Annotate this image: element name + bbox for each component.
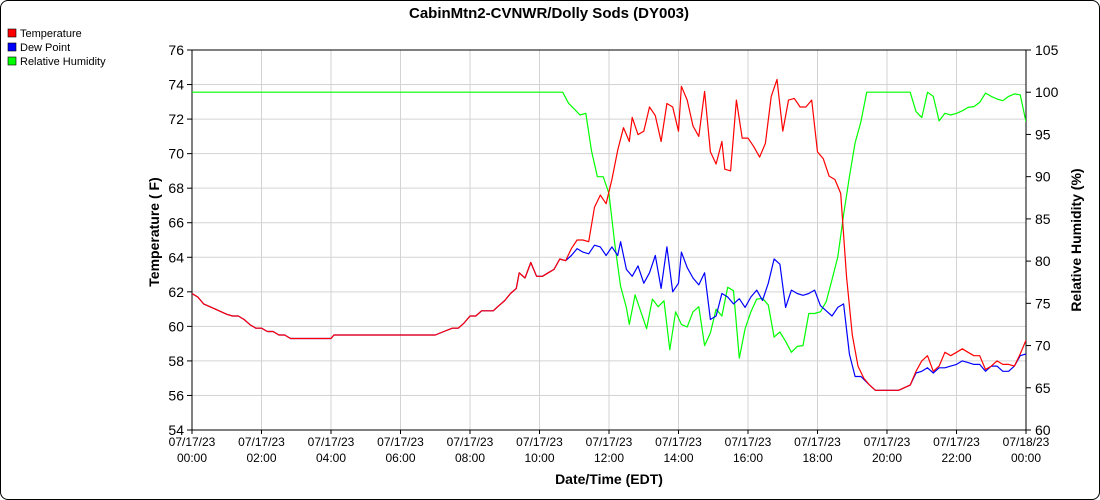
x-tick-date: 07/17/23 — [655, 435, 702, 449]
y2-tick-label: 75 — [1035, 295, 1051, 311]
grid — [191, 49, 1027, 431]
y-tick-label: 60 — [168, 318, 184, 334]
x-tick-date: 07/17/23 — [933, 435, 980, 449]
legend-swatch — [7, 56, 17, 66]
y-tick-label: 72 — [168, 111, 184, 127]
y-tick-label: 66 — [168, 215, 184, 231]
x-tick-time: 06:00 — [385, 451, 415, 465]
y-tick-label: 54 — [168, 422, 184, 438]
x-tick-date: 07/17/23 — [377, 435, 424, 449]
x-tick-date: 07/17/23 — [447, 435, 494, 449]
y-tick-label: 64 — [168, 249, 184, 265]
chart-title: CabinMtn2-CVNWR/Dolly Sods (DY003) — [409, 5, 689, 22]
y2-tick-label: 105 — [1035, 42, 1059, 58]
x-axis-label: Date/Time (EDT) — [555, 471, 663, 487]
series-line-relative-humidity — [192, 91, 1026, 359]
y2-axis-label: Relative Humidity (%) — [1068, 168, 1084, 311]
series-layer — [192, 78, 1026, 391]
x-tick-date: 07/17/23 — [169, 435, 216, 449]
x-tick-time: 18:00 — [802, 451, 832, 465]
x-tick-time: 08:00 — [455, 451, 485, 465]
x-axis: 07/17/23 00:00 07/17/23 02:00 07/17/23 04:00 0… — [169, 430, 1050, 465]
x-tick-time: 10:00 — [524, 451, 554, 465]
x-tick-date: 07/17/23 — [516, 435, 563, 449]
y2-tick-label: 100 — [1035, 84, 1059, 100]
y2-tick-label: 60 — [1035, 422, 1051, 438]
legend-label: Temperature — [20, 28, 82, 40]
y-tick-label: 70 — [168, 146, 184, 162]
x-tick-date: 07/17/23 — [238, 435, 285, 449]
y-axis-label: Temperature ( F) — [146, 177, 162, 286]
y-tick-label: 56 — [168, 387, 184, 403]
y2-tick-label: 65 — [1035, 380, 1051, 396]
x-tick-date: 07/17/23 — [864, 435, 911, 449]
x-tick-date: 07/17/23 — [725, 435, 772, 449]
y2-axis: 60 65 70 75 80 85 90 95 100 105 — [1026, 42, 1059, 438]
legend-label: Dew Point — [20, 42, 70, 54]
x-tick-time: 14:00 — [663, 451, 693, 465]
legend-swatch — [7, 42, 17, 52]
x-tick-date: 07/17/23 — [586, 435, 633, 449]
y-tick-label: 74 — [168, 77, 184, 93]
y-tick-label: 62 — [168, 284, 184, 300]
x-tick-time: 00:00 — [1011, 451, 1041, 465]
y2-tick-label: 80 — [1035, 253, 1051, 269]
x-tick-date: 07/17/23 — [794, 435, 841, 449]
y2-tick-label: 90 — [1035, 169, 1051, 185]
y-tick-label: 58 — [168, 353, 184, 369]
x-tick-date: 07/18/23 — [1003, 435, 1050, 449]
y-axis: 54 56 58 60 62 64 66 68 70 72 74 76 — [168, 42, 192, 438]
legend: Temperature Dew Point Relative Humidity — [7, 28, 106, 68]
y2-tick-label: 85 — [1035, 211, 1051, 227]
y2-tick-label: 70 — [1035, 338, 1051, 354]
x-tick-time: 20:00 — [872, 451, 902, 465]
x-tick-time: 00:00 — [177, 451, 207, 465]
x-tick-time: 02:00 — [246, 451, 276, 465]
y-tick-label: 68 — [168, 180, 184, 196]
y-tick-label: 76 — [168, 42, 184, 58]
x-tick-date: 07/17/23 — [308, 435, 355, 449]
x-tick-time: 04:00 — [316, 451, 346, 465]
legend-label: Relative Humidity — [20, 56, 106, 68]
x-tick-time: 12:00 — [594, 451, 624, 465]
y2-tick-label: 95 — [1035, 126, 1051, 142]
legend-swatch — [7, 28, 17, 38]
x-tick-time: 22:00 — [941, 451, 971, 465]
x-tick-time: 16:00 — [733, 451, 763, 465]
series-line-temperature — [192, 78, 1026, 391]
